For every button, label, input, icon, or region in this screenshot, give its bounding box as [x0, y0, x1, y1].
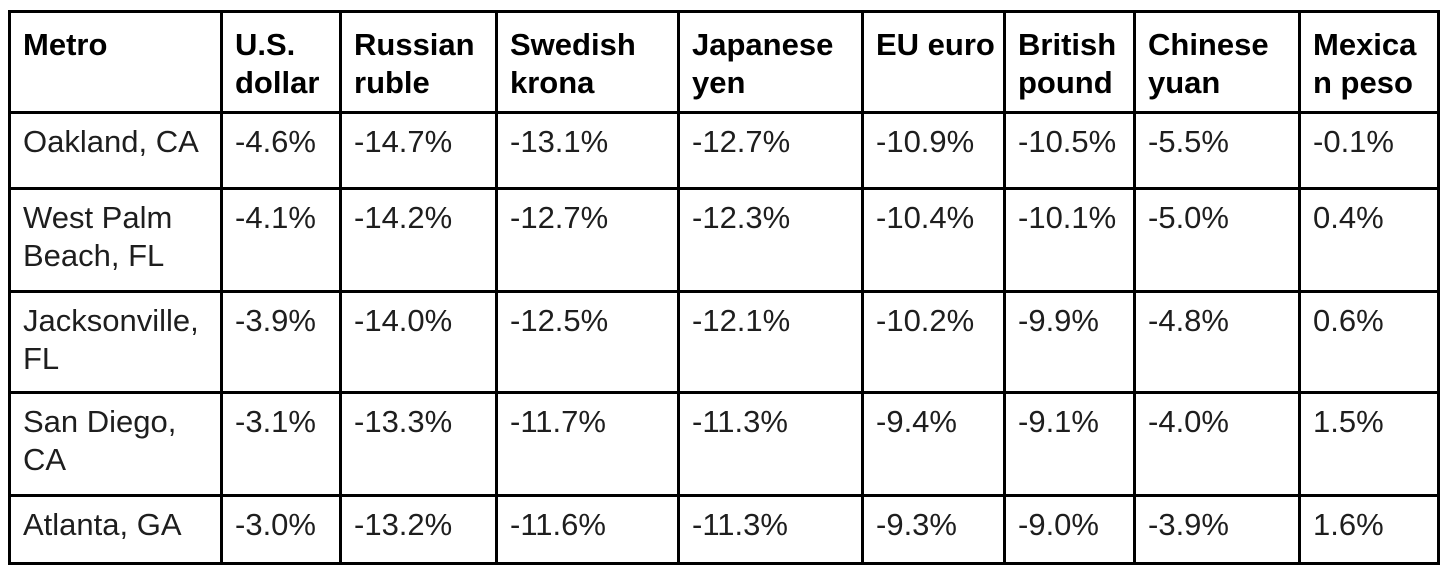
value-cell: -10.4% [861, 187, 1006, 293]
value-cell: -14.7% [339, 111, 498, 190]
value-cell: 1.5% [1298, 391, 1440, 497]
col-header-eu-euro: EU euro [861, 10, 1006, 114]
value-cell: -0.1% [1298, 111, 1440, 190]
table-row-west-palm-beach: West Palm Beach, FL -4.1% -14.2% -12.7% … [8, 187, 1440, 293]
value-cell: -5.0% [1133, 187, 1301, 293]
currency-change-table: Metro U.S. dollar Russian ruble Swedish … [8, 10, 1440, 565]
value-cell: -5.5% [1133, 111, 1301, 190]
table-row-jacksonville: Jacksonville, FL -3.9% -14.0% -12.5% -12… [8, 290, 1440, 394]
value-cell: -13.1% [495, 111, 680, 190]
table-header-row: Metro U.S. dollar Russian ruble Swedish … [8, 10, 1440, 114]
value-cell: -3.9% [220, 290, 342, 394]
col-header-british-pound: British pound [1003, 10, 1136, 114]
value-cell: -4.0% [1133, 391, 1301, 497]
value-cell: 1.6% [1298, 494, 1440, 565]
metro-cell: West Palm Beach, FL [8, 187, 223, 293]
value-cell: -9.4% [861, 391, 1006, 497]
value-cell: -10.1% [1003, 187, 1136, 293]
value-cell: -11.6% [495, 494, 680, 565]
value-cell: 0.4% [1298, 187, 1440, 293]
value-cell: -12.7% [495, 187, 680, 293]
value-cell: 0.6% [1298, 290, 1440, 394]
value-cell: -11.3% [677, 494, 864, 565]
value-cell: -9.9% [1003, 290, 1136, 394]
metro-cell: Atlanta, GA [8, 494, 223, 565]
col-header-us-dollar: U.S. dollar [220, 10, 342, 114]
value-cell: -11.3% [677, 391, 864, 497]
value-cell: -10.2% [861, 290, 1006, 394]
value-cell: -12.5% [495, 290, 680, 394]
col-header-russian-ruble: Russian ruble [339, 10, 498, 114]
table-row-atlanta: Atlanta, GA -3.0% -13.2% -11.6% -11.3% -… [8, 494, 1440, 565]
value-cell: -3.1% [220, 391, 342, 497]
value-cell: -11.7% [495, 391, 680, 497]
metro-cell: Jacksonville, FL [8, 290, 223, 394]
col-header-mexican-peso: Mexican peso [1298, 10, 1440, 114]
value-cell: -9.0% [1003, 494, 1136, 565]
metro-cell: San Diego, CA [8, 391, 223, 497]
value-cell: -12.7% [677, 111, 864, 190]
value-cell: -3.9% [1133, 494, 1301, 565]
value-cell: -10.9% [861, 111, 1006, 190]
value-cell: -12.1% [677, 290, 864, 394]
value-cell: -9.1% [1003, 391, 1136, 497]
col-header-chinese-yuan: Chinese yuan [1133, 10, 1301, 114]
value-cell: -4.6% [220, 111, 342, 190]
value-cell: -12.3% [677, 187, 864, 293]
value-cell: -10.5% [1003, 111, 1136, 190]
metro-cell: Oakland, CA [8, 111, 223, 190]
value-cell: -13.3% [339, 391, 498, 497]
value-cell: -4.1% [220, 187, 342, 293]
col-header-swedish-krona: Swedish krona [495, 10, 680, 114]
table-row-san-diego: San Diego, CA -3.1% -13.3% -11.7% -11.3%… [8, 391, 1440, 497]
col-header-japanese-yen: Japanese yen [677, 10, 864, 114]
value-cell: -3.0% [220, 494, 342, 565]
value-cell: -9.3% [861, 494, 1006, 565]
value-cell: -4.8% [1133, 290, 1301, 394]
value-cell: -14.0% [339, 290, 498, 394]
table-row-oakland: Oakland, CA -4.6% -14.7% -13.1% -12.7% -… [8, 111, 1440, 190]
value-cell: -13.2% [339, 494, 498, 565]
col-header-metro: Metro [8, 10, 223, 114]
value-cell: -14.2% [339, 187, 498, 293]
